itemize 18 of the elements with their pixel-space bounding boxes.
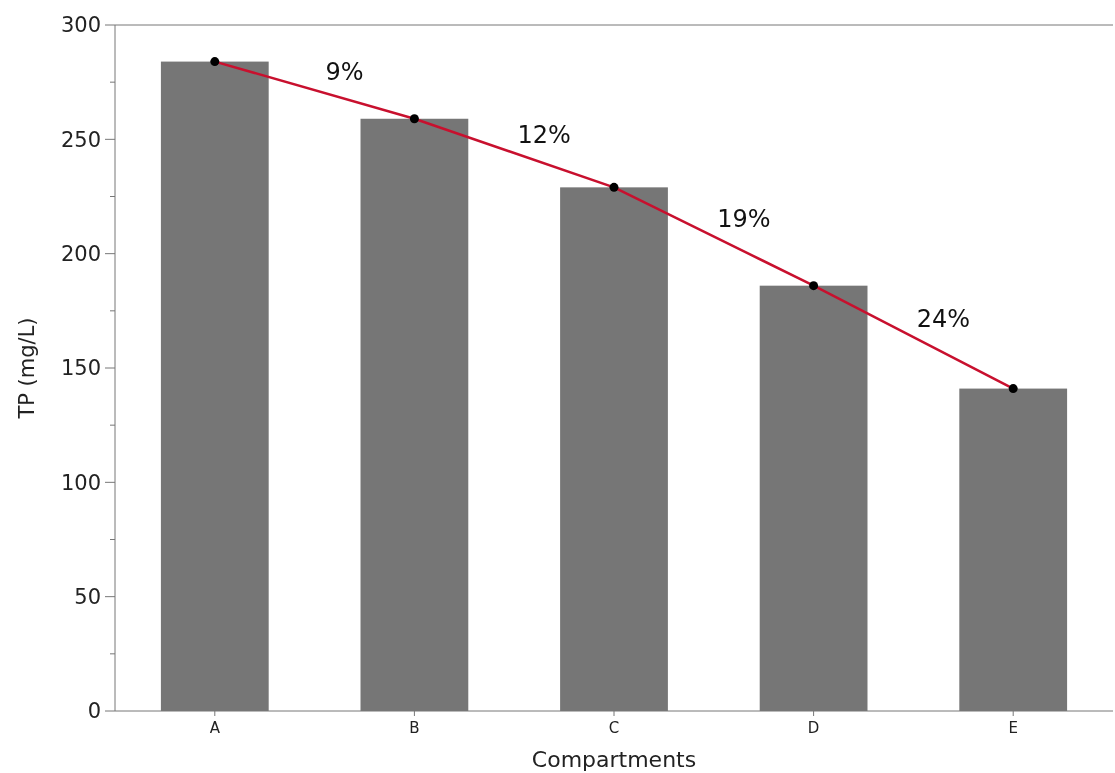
y-axis-title: TP (mg/L)	[15, 317, 39, 420]
x-tick-label: A	[209, 719, 221, 737]
annotation: 12%	[517, 121, 571, 150]
y-tick-label: 150	[60, 356, 101, 381]
y-tick-label: 200	[60, 242, 101, 267]
x-tick-label: D	[807, 719, 820, 737]
x-tick-label: C	[608, 719, 620, 737]
annotation: 9%	[325, 58, 364, 87]
y-tick-label: 300	[60, 13, 101, 38]
annotation: 24%	[916, 305, 971, 334]
y-tick-label: 50	[74, 585, 101, 610]
y-tick-label: 0	[87, 699, 101, 724]
x-axis-title: Compartments	[531, 747, 697, 772]
y-tick-label: 250	[60, 127, 101, 152]
annotation: 19%	[717, 204, 771, 233]
x-tick-label: E	[1008, 719, 1018, 737]
x-tick-label: B	[409, 719, 420, 737]
y-tick-label: 100	[60, 470, 101, 495]
